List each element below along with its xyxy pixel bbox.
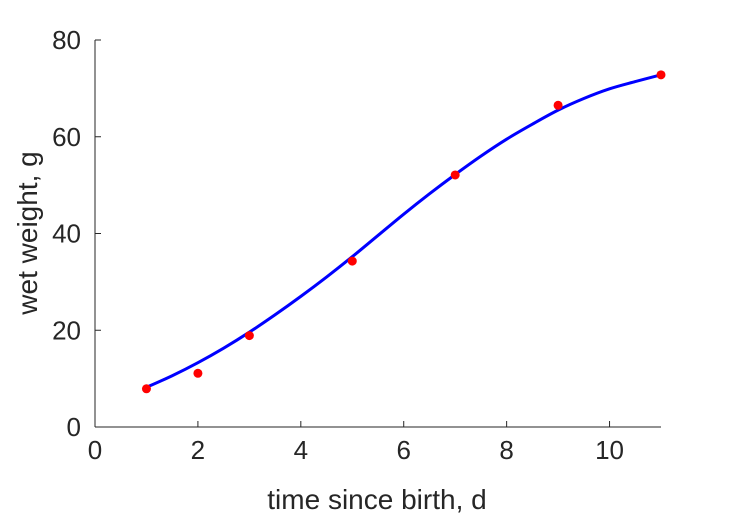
- data-point: [553, 100, 563, 110]
- data-point: [347, 256, 357, 266]
- x-tick-label: 6: [396, 435, 410, 465]
- x-tick-label: 10: [595, 435, 624, 465]
- y-tick-label: 20: [52, 315, 81, 345]
- data-point: [244, 331, 254, 341]
- axes: [94, 39, 661, 428]
- x-tick-label: 0: [88, 435, 102, 465]
- y-tick-label: 80: [52, 25, 81, 55]
- fit-line: [145, 73, 662, 389]
- plot-area: [141, 70, 666, 394]
- data-point: [141, 384, 151, 394]
- y-tick-label: 60: [52, 122, 81, 152]
- data-point: [193, 368, 203, 378]
- x-tick-label: 4: [294, 435, 308, 465]
- y-tick-label: 0: [67, 412, 81, 442]
- x-tick-label: 8: [499, 435, 513, 465]
- data-point: [656, 70, 666, 80]
- y-tick-label: 40: [52, 219, 81, 249]
- y-axis-label: wet weight, g: [12, 151, 43, 315]
- x-axis-label: time since birth, d: [267, 484, 486, 515]
- tick-labels: 0 2 4 6 8 10 0 20 40 60 80: [52, 25, 624, 465]
- x-tick-label: 2: [191, 435, 205, 465]
- data-point: [450, 170, 460, 180]
